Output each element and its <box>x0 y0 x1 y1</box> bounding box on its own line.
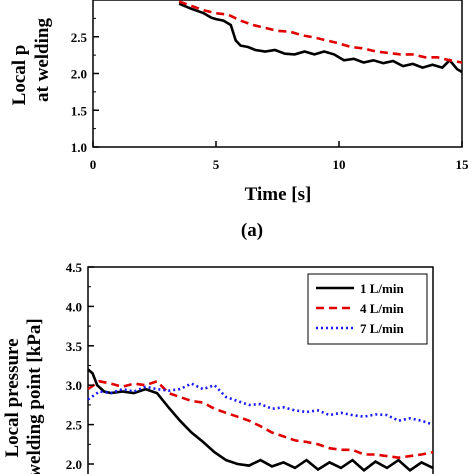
chart-a-plot-clip <box>92 0 463 148</box>
chart-b-ylabel-line-2: welding point [kPa] <box>24 318 45 474</box>
chart-a-x-tick-label: 15 <box>456 157 470 172</box>
chart-a-x-tick-label: 0 <box>90 157 97 172</box>
chart-a-xlabel: Time [s] <box>245 184 312 205</box>
chart-a-y-tick-label: 1.0 <box>71 140 87 155</box>
chart-b-legend-label-1: 1 L/min <box>360 281 404 296</box>
chart-b-legend-label-3: 7 L/min <box>360 321 404 336</box>
chart-a-y-ticks: 1.0 1.5 2.0 2.5 <box>71 17 99 155</box>
chart-a-ylabel-line-2: at welding <box>32 18 53 102</box>
chart-a-y-tick-label: 2.5 <box>71 30 88 45</box>
chart-b-y-tick-label: 2.0 <box>66 457 82 472</box>
chart-b-series-line-2 <box>87 379 434 460</box>
chart-b-legend-items: 1 L/min 4 L/min 7 L/min <box>316 281 404 336</box>
chart-b-legend: 1 L/min 4 L/min 7 L/min <box>307 273 428 345</box>
chart-b-series-layer <box>87 368 434 472</box>
chart-b-y-tick-label: 2.5 <box>66 418 83 433</box>
chart-b-legend-box <box>307 273 428 345</box>
chart-b-y-tick-label: 4.5 <box>66 260 83 275</box>
chart-a-series-layer <box>178 0 463 74</box>
chart-b-legend-label-2: 4 L/min <box>360 301 404 316</box>
chart-a-x-tick-label: 5 <box>213 157 220 172</box>
chart-b-series-line-3 <box>87 382 434 426</box>
chart-b-frame <box>87 266 434 474</box>
chart-a-series-line-2 <box>178 0 463 64</box>
chart-a-y-tick-label: 1.5 <box>71 103 88 118</box>
chart-a: 0 5 10 15 1.0 1.5 2.0 2.5 Local p at welding T… <box>9 0 469 241</box>
chart-b-y-tick-label: 3.0 <box>66 378 82 393</box>
chart-b-y-tick-label: 4.0 <box>66 299 82 314</box>
chart-b-y-tick-label: 3.5 <box>66 339 83 354</box>
chart-a-ylabel-line-1: Local p <box>9 45 30 106</box>
chart-b-y-ticks: 4.5 4.0 3.5 3.0 2.5 2.0 <box>66 260 94 472</box>
chart-a-frame <box>92 0 463 148</box>
chart-a-y-tick-label: 2.0 <box>71 67 87 82</box>
chart-a-panel-label: (a) <box>241 220 263 241</box>
chart-a-x-ticks: 0 5 10 15 <box>90 141 469 172</box>
chart-b: 4.5 4.0 3.5 3.0 2.5 2.0 Local pressure weldin… <box>2 260 434 474</box>
chart-a-series-line-1 <box>178 2 463 74</box>
chart-b-ylabel-line-1: Local pressure <box>2 338 23 457</box>
chart-b-series-line-1 <box>87 368 434 472</box>
chart-a-x-tick-label: 10 <box>333 157 346 172</box>
